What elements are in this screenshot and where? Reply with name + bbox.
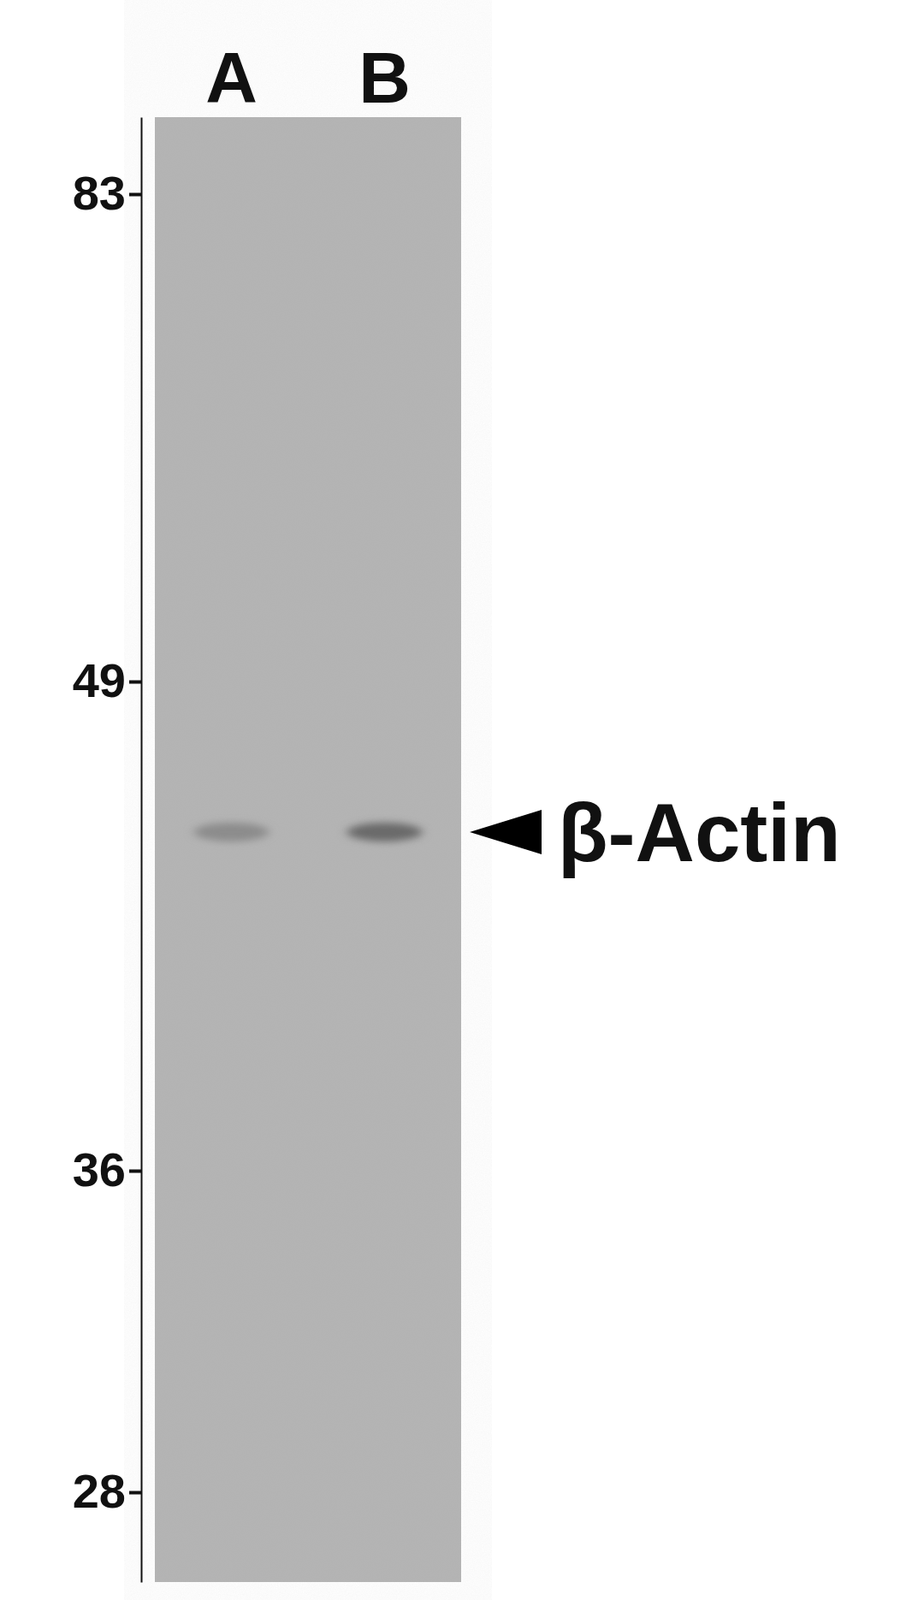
tick-mark <box>129 1492 142 1496</box>
band-label: β-Actin <box>557 787 842 879</box>
tick-mark <box>129 681 142 685</box>
tick: 49 <box>72 653 142 708</box>
tick-mark <box>129 1170 142 1174</box>
lane-label: B <box>358 37 411 119</box>
arrow <box>469 810 542 855</box>
tick-mark <box>129 193 142 197</box>
tick: 83 <box>72 165 142 220</box>
band <box>194 823 270 842</box>
mw-axis: 83 49 36 28 <box>72 118 143 1584</box>
tick-label: 36 <box>72 1143 126 1197</box>
tick-label: 28 <box>72 1464 126 1519</box>
figure: A B 83 49 36 28 β-Actin <box>0 0 924 1600</box>
bands <box>194 823 423 842</box>
axis-line <box>141 118 143 1584</box>
lane-label: A <box>205 37 258 119</box>
blot-membrane <box>154 117 462 1583</box>
tick: 36 <box>72 1143 142 1197</box>
tick-label: 83 <box>72 165 126 220</box>
tick-label: 49 <box>72 653 126 708</box>
tick: 28 <box>72 1464 142 1519</box>
membrane-texture <box>154 117 462 1583</box>
band <box>347 823 423 842</box>
